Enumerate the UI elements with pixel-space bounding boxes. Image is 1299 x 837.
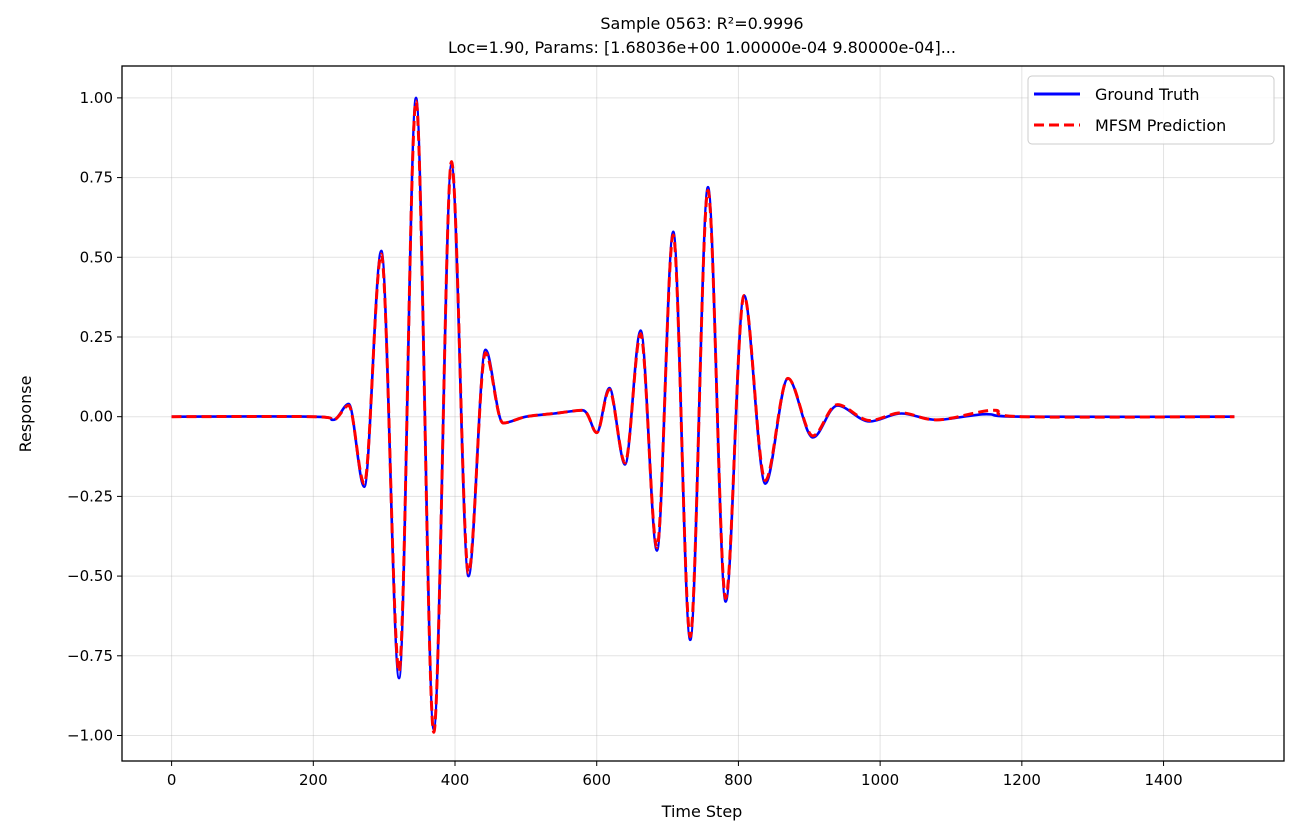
x-tick-label: 600 — [582, 771, 611, 789]
y-tick-label: −0.75 — [67, 647, 113, 665]
legend-label-mfsm-prediction: MFSM Prediction — [1095, 116, 1226, 135]
plot-frame — [121, 65, 1285, 762]
legend-label-ground-truth: Ground Truth — [1095, 85, 1200, 104]
x-tick-label: 0 — [167, 771, 177, 789]
y-tick-label: −0.50 — [67, 567, 113, 585]
y-tick-label: 0.50 — [80, 248, 113, 266]
chart-subtitle: Loc=1.90, Params: [1.68036e+00 1.00000e-… — [448, 38, 956, 57]
y-tick-label: 0.25 — [80, 328, 113, 346]
x-tick-label: 400 — [441, 771, 470, 789]
chart-title: Sample 0563: R²=0.9996 — [600, 14, 803, 33]
legend-box — [1027, 75, 1275, 145]
x-axis-ticks: 0 200 400 600 800 1000 1200 1400 — [167, 761, 1183, 789]
x-axis-label: Time Step — [661, 802, 743, 821]
y-tick-label: 0.75 — [80, 169, 113, 187]
y-axis-ticks: 1.00 0.75 0.50 0.25 0.00 −0.25 −0.50 −0.75 −1.00 — [67, 89, 122, 744]
y-tick-label: 1.00 — [80, 89, 113, 107]
y-axis-label: Response — [16, 376, 35, 453]
y-tick-label: 0.00 — [80, 408, 113, 426]
x-tick-label: 1200 — [1003, 771, 1041, 789]
y-tick-label: −1.00 — [67, 726, 113, 744]
y-tick-label: −0.25 — [67, 487, 113, 505]
x-tick-label: 1000 — [861, 771, 899, 789]
x-tick-label: 800 — [724, 771, 753, 789]
series-line-mfsm-prediction — [171, 99, 1235, 734]
plot-lines — [171, 96, 1235, 734]
legend: Ground Truth MFSM Prediction — [1027, 75, 1275, 145]
x-tick-label: 1400 — [1144, 771, 1182, 789]
x-tick-label: 200 — [299, 771, 328, 789]
